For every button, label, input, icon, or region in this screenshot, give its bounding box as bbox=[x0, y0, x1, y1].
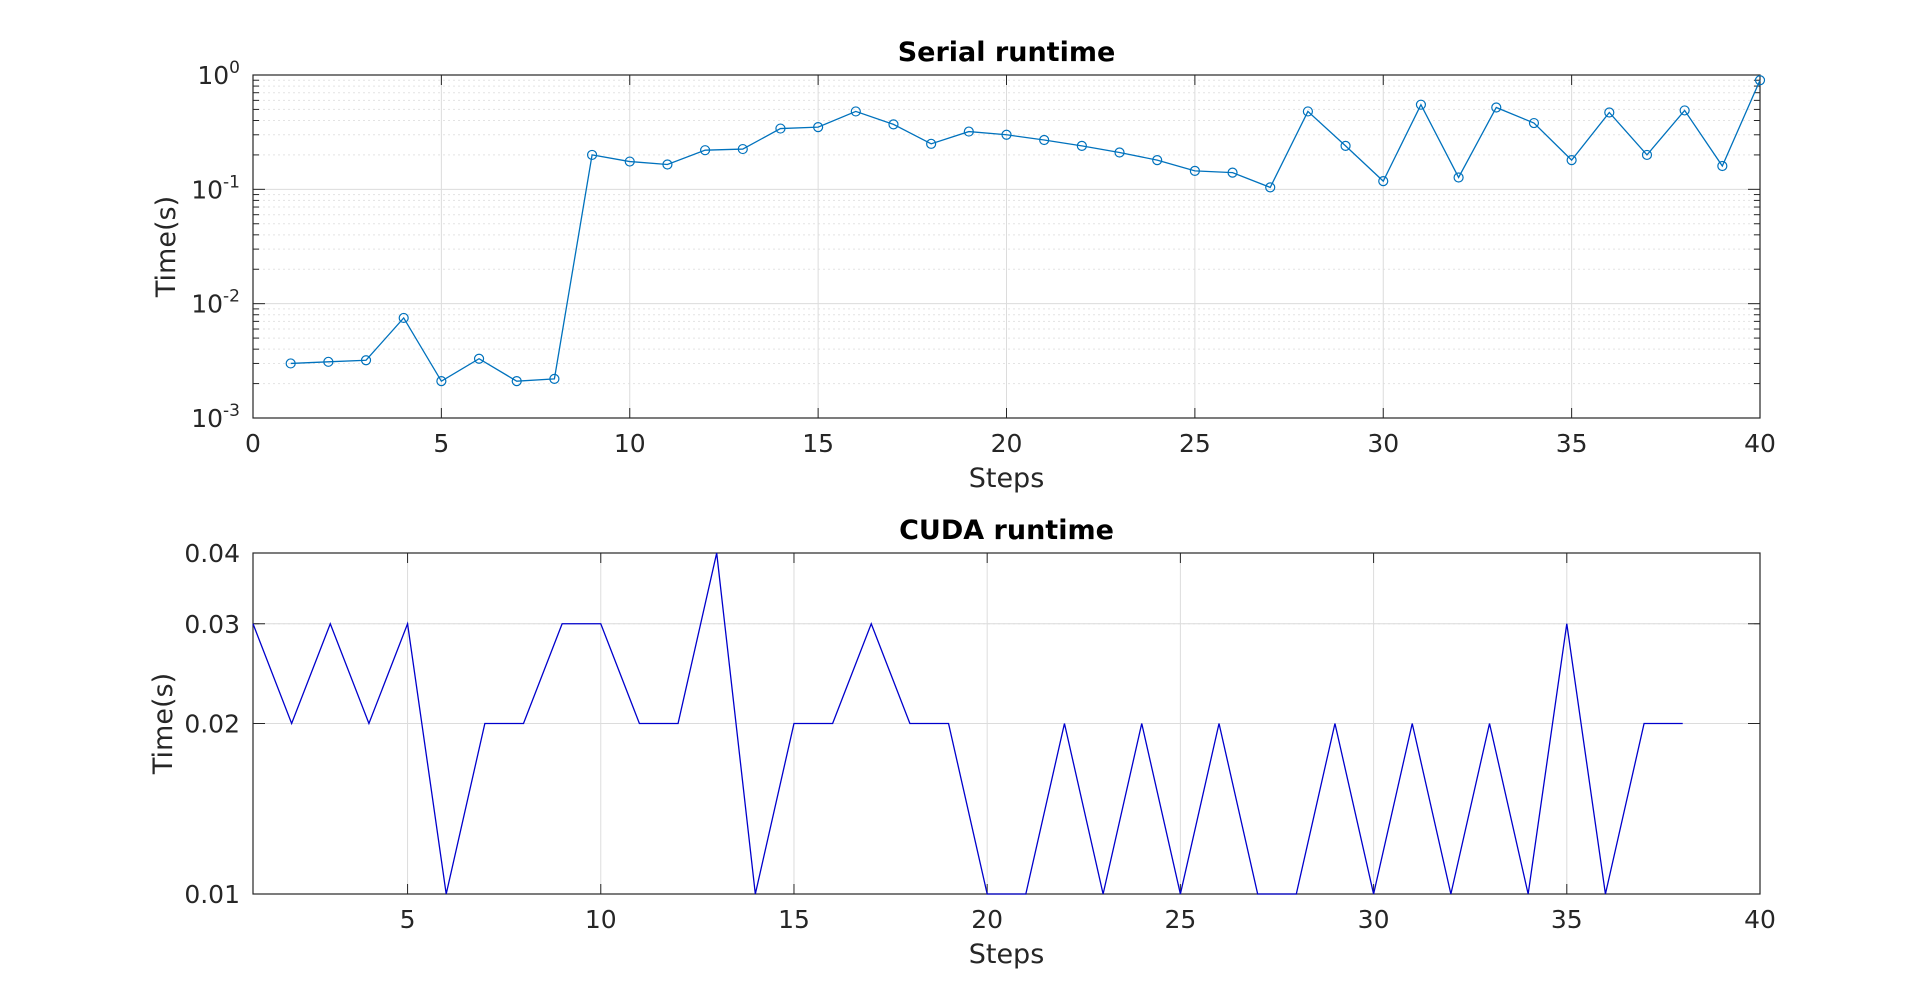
data-point bbox=[1340, 140, 1351, 151]
series-line bbox=[290, 79, 1761, 383]
y-tick-base: 10 bbox=[191, 290, 223, 319]
data-point bbox=[1754, 75, 1766, 86]
y-tick-label: 100 bbox=[197, 58, 240, 90]
x-tick-label: 10 bbox=[614, 429, 646, 458]
data-point bbox=[737, 143, 748, 155]
x-axis-label: Steps bbox=[969, 939, 1045, 970]
data-point bbox=[360, 355, 372, 366]
data-point bbox=[323, 356, 334, 367]
x-tick-label: 30 bbox=[1367, 429, 1399, 458]
data-point bbox=[1528, 117, 1540, 129]
y-tick-base: 10 bbox=[197, 61, 229, 90]
data-point bbox=[1453, 172, 1464, 183]
data-point bbox=[549, 373, 560, 384]
y-tick-label: 0.03 bbox=[184, 610, 240, 639]
x-tick-label: 25 bbox=[1179, 429, 1211, 458]
data-point bbox=[1152, 155, 1163, 166]
data-point bbox=[473, 353, 485, 364]
data-point bbox=[624, 156, 635, 167]
series-line bbox=[252, 552, 1683, 895]
data-point bbox=[1604, 107, 1615, 118]
y-tick-label: 10-3 bbox=[191, 401, 240, 433]
y-tick-label: 10-1 bbox=[191, 172, 240, 204]
data-point bbox=[1039, 134, 1050, 146]
data-point bbox=[1001, 129, 1012, 140]
y-tick-exponent: -3 bbox=[223, 401, 240, 421]
data-point bbox=[398, 312, 409, 324]
data-point bbox=[1717, 160, 1728, 172]
data-point bbox=[963, 126, 974, 137]
y-axis-label: Time(s) bbox=[151, 196, 182, 298]
cuda-runtime-chart: 5 10 15 20 25 30 35 40 0.01 0.02 0.03 0.04 CUDA runt… bbox=[148, 515, 1776, 970]
x-tick-label: 40 bbox=[1744, 905, 1776, 934]
y-tick-label: 0.04 bbox=[184, 539, 240, 568]
data-point bbox=[1227, 167, 1238, 178]
y-axis-label: Time(s) bbox=[148, 673, 179, 775]
data-point bbox=[662, 159, 673, 170]
data-point bbox=[1302, 106, 1314, 117]
x-tick-label: 20 bbox=[991, 429, 1023, 458]
data-point bbox=[1378, 176, 1389, 187]
y-tick-label: 10-2 bbox=[191, 287, 240, 319]
data-point bbox=[586, 149, 598, 161]
data-point bbox=[1114, 147, 1125, 158]
x-tick-label: 0 bbox=[245, 429, 261, 458]
y-tick-label: 0.01 bbox=[184, 880, 240, 909]
x-tick-label: 35 bbox=[1551, 905, 1583, 934]
x-tick-label: 5 bbox=[433, 429, 449, 458]
data-point bbox=[1679, 105, 1690, 116]
x-tick-label: 40 bbox=[1744, 429, 1776, 458]
x-tick-label: 30 bbox=[1358, 905, 1390, 934]
x-tick-label: 10 bbox=[585, 905, 617, 934]
x-tick-label: 25 bbox=[1164, 905, 1196, 934]
y-tick-base: 10 bbox=[191, 175, 223, 204]
y-tick-label: 0.02 bbox=[184, 710, 240, 739]
chart-title: Serial runtime bbox=[898, 37, 1116, 68]
y-tick-exponent: 0 bbox=[229, 58, 240, 78]
chart-title: CUDA runtime bbox=[899, 515, 1114, 546]
data-point bbox=[813, 122, 824, 133]
x-tick-label: 20 bbox=[971, 905, 1003, 934]
data-point bbox=[926, 138, 937, 149]
data-point bbox=[285, 358, 296, 369]
x-tick-label: 35 bbox=[1556, 429, 1588, 458]
data-point bbox=[1076, 140, 1087, 151]
data-point bbox=[850, 106, 861, 117]
data-point bbox=[775, 123, 786, 134]
data-point bbox=[1189, 165, 1200, 176]
axes-box bbox=[252, 74, 1761, 419]
data-point bbox=[511, 376, 522, 387]
x-axis-label: Steps bbox=[969, 463, 1045, 494]
data-point bbox=[436, 376, 447, 387]
y-tick-base: 10 bbox=[191, 404, 223, 433]
x-tick-label: 15 bbox=[802, 429, 834, 458]
data-point bbox=[699, 145, 711, 156]
x-tick-label: 15 bbox=[778, 905, 810, 934]
y-tick-exponent: -2 bbox=[223, 287, 240, 307]
data-point bbox=[1641, 149, 1653, 161]
y-tick-exponent: -1 bbox=[223, 172, 240, 192]
data-point bbox=[888, 119, 899, 130]
data-point bbox=[1491, 102, 1502, 113]
data-point bbox=[1265, 182, 1276, 193]
data-point bbox=[1415, 99, 1427, 110]
data-point bbox=[1566, 155, 1577, 166]
x-tick-label: 5 bbox=[400, 905, 416, 934]
